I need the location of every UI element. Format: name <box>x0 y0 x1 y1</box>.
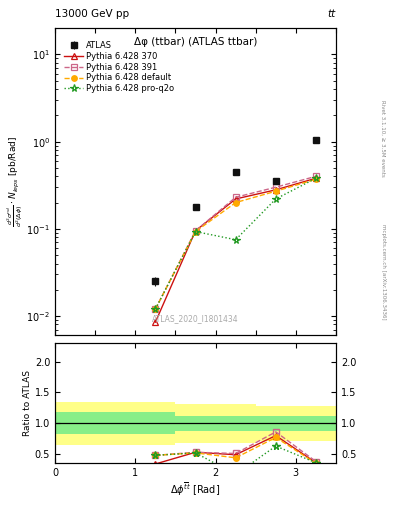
Text: tt: tt <box>328 9 336 19</box>
Text: Rivet 3.1.10, ≥ 3.5M events: Rivet 3.1.10, ≥ 3.5M events <box>381 100 386 177</box>
Pythia 6.428 391 <box>274 184 278 190</box>
Pythia 6.428 391 <box>153 306 158 312</box>
Legend: ATLAS, Pythia 6.428 370, Pythia 6.428 391, Pythia 6.428 default, Pythia 6.428 pr: ATLAS, Pythia 6.428 370, Pythia 6.428 39… <box>62 38 177 96</box>
Pythia 6.428 370 <box>153 319 158 325</box>
Pythia 6.428 370 <box>193 228 198 234</box>
Pythia 6.428 pro-q2o <box>193 228 198 234</box>
Y-axis label: Ratio to ATLAS: Ratio to ATLAS <box>23 370 32 436</box>
Line: Pythia 6.428 391: Pythia 6.428 391 <box>152 174 319 312</box>
X-axis label: $\Delta\phi^{\overline{t}t}$ [Rad]: $\Delta\phi^{\overline{t}t}$ [Rad] <box>171 481 220 499</box>
Pythia 6.428 391 <box>314 173 318 179</box>
Pythia 6.428 370 <box>233 196 238 202</box>
Pythia 6.428 default <box>193 228 198 234</box>
Pythia 6.428 370 <box>274 187 278 193</box>
Text: ATLAS_2020_I1801434: ATLAS_2020_I1801434 <box>152 314 239 323</box>
Line: Pythia 6.428 pro-q2o: Pythia 6.428 pro-q2o <box>152 175 320 313</box>
Pythia 6.428 391 <box>193 228 198 234</box>
Pythia 6.428 pro-q2o <box>233 237 238 243</box>
Text: Δφ (ttbar) (ATLAS ttbar): Δφ (ttbar) (ATLAS ttbar) <box>134 37 257 48</box>
Pythia 6.428 370 <box>314 175 318 181</box>
Line: Pythia 6.428 370: Pythia 6.428 370 <box>152 175 319 325</box>
Y-axis label: $\frac{d^2\sigma^{nd}}{d^2(\Delta\phi)} \cdot N_{leps}$ [pb/Rad]: $\frac{d^2\sigma^{nd}}{d^2(\Delta\phi)} … <box>6 136 25 227</box>
Pythia 6.428 pro-q2o <box>314 175 318 181</box>
Pythia 6.428 391 <box>233 194 238 200</box>
Line: Pythia 6.428 default: Pythia 6.428 default <box>152 177 319 312</box>
Pythia 6.428 default <box>274 188 278 194</box>
Pythia 6.428 default <box>314 176 318 182</box>
Pythia 6.428 pro-q2o <box>274 196 278 202</box>
Pythia 6.428 pro-q2o <box>153 306 158 312</box>
Pythia 6.428 default <box>153 306 158 312</box>
Text: 13000 GeV pp: 13000 GeV pp <box>55 9 129 19</box>
Text: mcplots.cern.ch [arXiv:1306.3436]: mcplots.cern.ch [arXiv:1306.3436] <box>381 224 386 319</box>
Pythia 6.428 default <box>233 200 238 206</box>
